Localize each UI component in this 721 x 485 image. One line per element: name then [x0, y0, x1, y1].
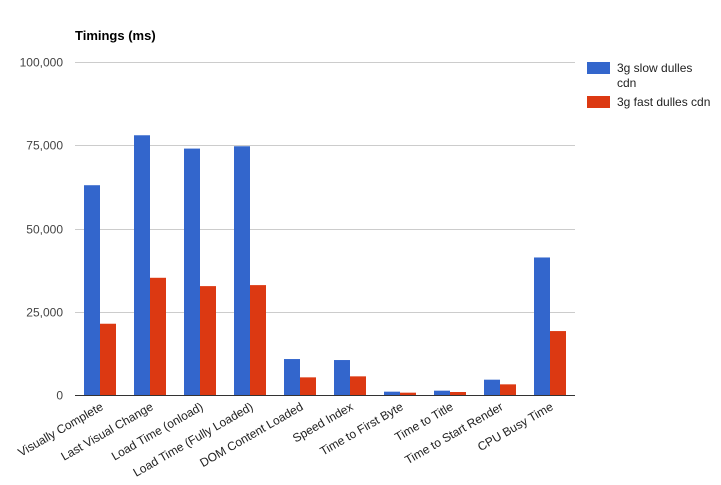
bar-series-2 [300, 377, 316, 395]
x-tick-label: Last Visual Change [59, 399, 156, 463]
y-tick-label: 100,000 [20, 56, 64, 70]
legend-label: cdn [617, 76, 636, 90]
bar-series-1 [284, 359, 300, 395]
bar-series-2 [200, 286, 216, 395]
bar-series-2 [550, 331, 566, 395]
legend-label: 3g slow dulles [617, 61, 692, 75]
bar-series-2 [350, 376, 366, 395]
bar-series-2 [100, 323, 116, 395]
bar-series-1 [434, 390, 450, 395]
x-tick-label: Time to First Byte [317, 399, 405, 458]
bar-series-1 [484, 379, 500, 395]
bar-series-2 [250, 285, 266, 395]
legend-swatch [587, 96, 610, 108]
bar-series-1 [334, 360, 350, 395]
legend-label: 3g fast dulles cdn [617, 95, 710, 109]
y-tick-label: 50,000 [26, 223, 63, 237]
y-axis-ticks: 0 25,000 50,000 75,000 100,000 [20, 56, 64, 403]
bar-series-1 [184, 148, 200, 395]
bar-series-1 [534, 257, 550, 395]
y-tick-label: 0 [56, 389, 63, 403]
chart-title: Timings (ms) [75, 28, 156, 43]
bar-series-1 [384, 391, 400, 395]
y-tick-label: 25,000 [26, 306, 63, 320]
bar-series-2 [400, 392, 416, 395]
bar-series-1 [134, 135, 150, 395]
y-tick-label: 75,000 [26, 139, 63, 153]
bar-series-1 [84, 185, 100, 395]
legend-swatch [587, 62, 610, 74]
bar-series-2 [500, 384, 516, 395]
bar-series-1 [234, 146, 250, 395]
bar-series-2 [450, 392, 466, 395]
bar-layer [84, 135, 566, 395]
bar-series-2 [150, 277, 166, 395]
